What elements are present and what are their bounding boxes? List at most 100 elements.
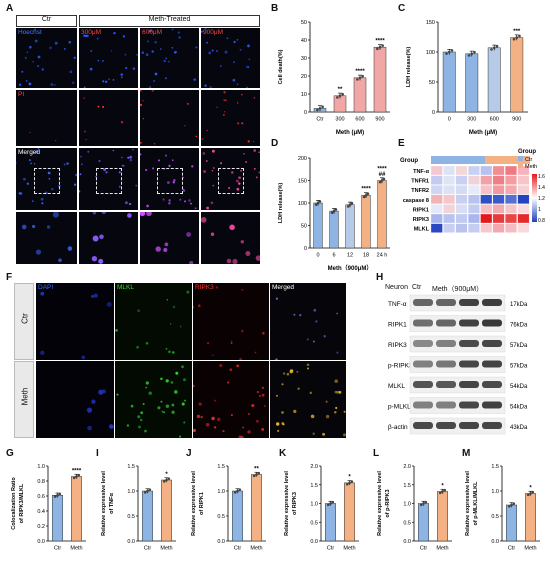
cell-nucleus [252,140,255,143]
cell-nucleus [309,391,313,395]
wb-band [436,381,456,388]
cell-nucleus [139,418,143,422]
wb-band [482,381,502,388]
heatmap-cell [467,175,480,185]
cell-nucleus [255,419,259,423]
y-axis-label: LDH release(%) [278,183,284,224]
cell-nucleus [49,46,52,50]
wb-band [436,360,456,368]
cell-nucleus [97,105,100,108]
data-point [447,50,451,54]
cell-nucleus [206,206,210,210]
cell-nucleus [281,383,284,386]
cell-nucleus [233,40,236,44]
cell-nucleus [102,105,105,109]
cell-nucleus [146,204,149,208]
significance-label: **** [377,166,387,172]
data-point [348,203,352,207]
cell-nucleus [171,351,175,354]
ripk3-meth-image [193,361,269,438]
cell-nucleus [54,139,57,142]
x-tick-label: Meth [250,546,262,552]
data-point [422,502,425,505]
cell-nucleus [313,308,317,312]
cell-nucleus [148,391,152,395]
ripk3-label: RIPK3 [195,284,214,291]
cell-nucleus [47,171,51,175]
bar [344,482,355,542]
x-tick-label: Ctr [234,546,242,552]
cell-nucleus [163,247,168,253]
pi-600-image [140,90,199,146]
y-tick-label: 2.0 [310,464,318,470]
bar [142,490,153,542]
data-point [53,495,57,498]
cell-nucleus [40,197,44,201]
cell-nucleus [96,37,99,40]
cell-nucleus [125,201,128,205]
data-point [376,47,379,51]
cell-nucleus [122,35,126,38]
wb-header-neuron: Neuron [385,284,408,291]
cell-nucleus [149,86,152,88]
cell-nucleus [262,332,265,335]
heatmap-cell [480,204,493,214]
x-axis-label: Meth (μM) [469,130,497,136]
cell-nucleus [210,201,214,205]
y-tick-label: 50 [429,80,435,86]
y-axis-label: of RIPK3/MLKL [19,483,25,523]
cell-nucleus [247,430,251,434]
cell-nucleus [281,422,285,425]
cell-nucleus [121,156,123,159]
cell-nucleus [236,364,240,368]
wb-band [459,340,479,347]
cell-nucleus [26,182,29,185]
heatmap-cell [467,213,480,224]
cell-nucleus [236,83,239,86]
y-tick-label: 40 [301,38,307,44]
cell-dots [83,31,138,88]
cell-nucleus [54,84,56,86]
heatmap-cell [430,175,443,185]
x-tick-label: Ctr [327,546,335,552]
merged-600-image [140,148,199,210]
y-tick-label: 200 [298,156,307,162]
western-blot-svg: TNF-α 17kDa RIPK1 76kDa RIPK3 57kDa p-RIPK3 57k… [388,294,528,435]
cell-nucleus [80,155,82,158]
data-point [77,473,81,477]
cell-nucleus [136,54,138,56]
heatmap-cell [517,204,530,214]
heatmap-cell [505,185,517,195]
heatmap-svg: Group TNF-α TNFR1 TNFR2 caspase 8 RIPK1 RIPK3… [400,149,545,233]
chart-l-ripk3: 0.0 0.5 1.0 1.5 2.0 Ctr Meth * Relative expressi… [284,464,359,552]
cell-nucleus [247,44,250,48]
bar [313,202,323,249]
cell-nucleus [141,51,145,54]
cell-nucleus [25,80,28,82]
cell-nucleus [193,384,195,388]
cell-nucleus [165,347,168,350]
data-point [490,48,493,51]
wb-band [413,319,433,327]
cell-dots [275,285,339,360]
cell-nucleus [92,235,99,242]
heatmap-cell [505,175,517,185]
wb-protein-label: β-actin [388,424,408,431]
chart-b-cell-death: 0 10 20 30 40 50 Ctr 300 ** 600 **** 900 **** Meth (μ… [278,20,390,136]
cell-nucleus [21,70,24,73]
bar [361,195,371,249]
wb-membrane [409,397,506,414]
data-point [316,201,320,205]
cell-nucleus [275,297,279,300]
cell-nucleus [183,399,187,402]
cell-nucleus [171,28,174,31]
cell-nucleus [97,59,100,62]
cell-nucleus [91,294,94,298]
wb-band [482,299,502,306]
cell-nucleus [206,129,208,132]
cell-nucleus [247,66,250,68]
data-point [331,500,335,504]
cell-nucleus [161,410,164,413]
panel-label-g: G [6,448,14,459]
y-tick-label: 0.0 [37,539,45,545]
